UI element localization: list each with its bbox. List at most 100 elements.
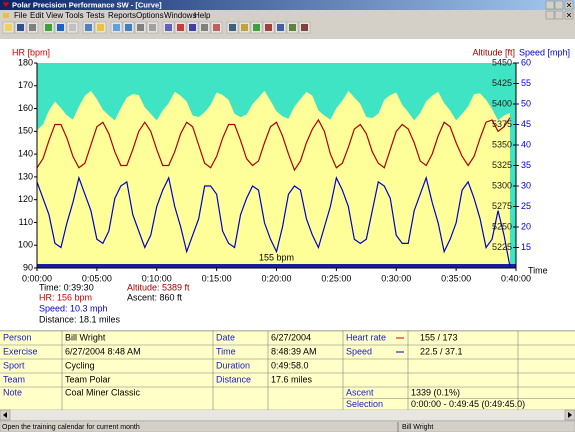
status-message: Open the training calendar for current m…	[2, 424, 140, 431]
menu-item[interactable]: Help	[194, 11, 211, 20]
status-bar	[0, 420, 575, 432]
cell-value: 6/27/2004	[271, 332, 311, 342]
y2-axis-title: Altitude [ft]	[472, 47, 515, 57]
menu-bar: File Edit View Tools Tests Reports Optio…	[3, 11, 211, 20]
y3-tick-label: 30	[521, 180, 531, 190]
maximize-button[interactable]	[554, 0, 564, 10]
toolbar-icon	[213, 24, 220, 31]
y-axis-title: HR [bpm]	[12, 47, 50, 57]
child-minimize[interactable]	[545, 10, 555, 20]
y3-tick-label: 55	[521, 78, 531, 88]
menu-item[interactable]: View	[46, 11, 63, 20]
cell-label: Selection	[346, 399, 383, 409]
toolbar-icon	[113, 24, 120, 31]
toolbar-icon	[201, 24, 208, 31]
cursor-hr: HR: 156 bpm	[39, 292, 92, 302]
cell-value: 17.6 miles	[271, 374, 313, 384]
toolbar	[2, 21, 311, 34]
toolbar-icon	[5, 24, 12, 31]
menu-item[interactable]: Windows	[164, 11, 196, 20]
cursor-ascent: Ascent: 860 ft	[127, 292, 183, 302]
y3-tick-label: 45	[521, 119, 531, 129]
cursor-distance: Distance: 18.1 miles	[39, 314, 121, 324]
title-bar	[0, 0, 575, 10]
cell-label: Exercise	[3, 346, 38, 356]
y2-tick-label: 5350	[492, 139, 512, 149]
series-line	[36, 175, 511, 267]
cursor-time: Time: 0:39:30	[39, 282, 94, 292]
cell-value: 1339 (0.1%)	[411, 387, 460, 397]
x-tick-label: 0:00:00	[22, 273, 52, 283]
menu-item[interactable]: Edit	[30, 11, 45, 20]
cell-value: Coal Miner Classic	[65, 387, 141, 397]
toolbar-icon	[177, 24, 184, 31]
toolbar-icon	[17, 24, 24, 31]
y2-tick-label: 5425	[492, 78, 512, 88]
menu-item[interactable]: Options	[136, 11, 164, 20]
y-tick-label: 170	[18, 80, 33, 90]
child-restore[interactable]	[554, 10, 564, 20]
x-axis-title: Time	[528, 265, 548, 275]
toolbar-icon	[69, 24, 76, 31]
doc-icon	[3, 13, 9, 18]
cell-value: Cycling	[65, 360, 95, 370]
minimize-button[interactable]	[545, 0, 555, 10]
cell-value: 8:48:39 AM	[271, 346, 317, 356]
y3-tick-label: 20	[521, 221, 531, 231]
toolbar-icon	[29, 24, 36, 31]
cell-value: Bill Wright	[65, 332, 106, 342]
cursor-altitude: Altitude: 5389 ft	[127, 282, 190, 292]
menu-item[interactable]: Tools	[65, 11, 84, 20]
y3-tick-label: 25	[521, 201, 531, 211]
selection-bar	[37, 264, 516, 268]
toolbar-icon	[165, 24, 172, 31]
x-tick-label: 0:20:00	[261, 273, 291, 283]
toolbar-icon	[253, 24, 260, 31]
x-tick-label: 0:10:00	[142, 273, 172, 283]
y3-tick-label: 60	[521, 57, 531, 67]
cell-label: Date	[216, 332, 235, 342]
x-tick-label: 0:30:00	[381, 273, 411, 283]
cell-label: Duration	[216, 360, 250, 370]
scroll-track[interactable]	[0, 410, 575, 420]
altitude-area	[37, 90, 511, 268]
cell-label: Note	[3, 387, 22, 397]
menu-item[interactable]: Tests	[86, 11, 105, 20]
chart: 155 bpm 90 100 110 120 130 140 150 160 170 180 5225…	[12, 47, 570, 283]
info-table	[0, 331, 575, 410]
y2-tick-label: 5275	[492, 201, 512, 211]
cell-value: 0:49:58.0	[271, 360, 309, 370]
cell-label: Team	[3, 374, 25, 384]
x-tick-label: 0:05:00	[82, 273, 112, 283]
toolbar-icon	[189, 24, 196, 31]
cell-label: Speed	[346, 346, 372, 356]
selection-annotation: 155 bpm	[259, 252, 294, 262]
menu-item[interactable]: Reports	[108, 11, 136, 20]
y-tick-label: 130	[18, 171, 33, 181]
y2-tick-label: 5300	[492, 180, 512, 190]
toolbar-icon	[149, 24, 156, 31]
y3-tick-label: 40	[521, 139, 531, 149]
y2-tick-label: 5250	[492, 221, 512, 231]
y2-tick-label: 5225	[492, 242, 512, 252]
y-tick-label: 120	[18, 194, 33, 204]
y3-tick-label: 15	[521, 242, 531, 252]
toolbar-icon	[229, 24, 236, 31]
y2-tick-label: 5325	[492, 160, 512, 170]
toolbar-icon	[277, 24, 284, 31]
table-grid	[0, 330, 575, 411]
toolbar-icon	[137, 24, 144, 31]
cell-label: Ascent	[346, 387, 374, 397]
info-table-cells: Person Bill Wright Date 6/27/2004 Heart …	[3, 332, 525, 409]
y-tick-label: 110	[19, 217, 33, 227]
x-tick-label: 0:40:00	[501, 273, 531, 283]
y2-tick-label: 5400	[492, 98, 512, 108]
window-controls	[545, 0, 574, 20]
x-tick-label: 0:25:00	[321, 273, 351, 283]
series-line	[36, 117, 511, 172]
cell-label: Heart rate	[346, 332, 386, 342]
menu-item[interactable]: File	[14, 11, 27, 20]
toolbar-icon	[57, 24, 64, 31]
y-tick-label: 180	[18, 57, 33, 67]
